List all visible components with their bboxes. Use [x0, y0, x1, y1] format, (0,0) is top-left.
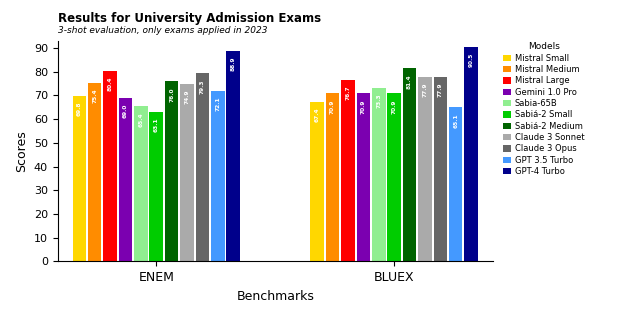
Text: 76.0: 76.0 — [169, 87, 174, 102]
Text: 63.1: 63.1 — [154, 118, 159, 132]
Bar — [310, 102, 324, 261]
Text: 69.8: 69.8 — [77, 102, 82, 116]
Bar — [387, 93, 401, 261]
Text: 77.9: 77.9 — [422, 83, 428, 97]
Text: 76.7: 76.7 — [346, 86, 351, 100]
Text: 73.3: 73.3 — [376, 94, 381, 108]
Bar — [165, 81, 179, 261]
Text: 3-shot evaluation, only exams applied in 2023: 3-shot evaluation, only exams applied in… — [58, 26, 267, 36]
Text: 77.9: 77.9 — [438, 83, 443, 97]
Bar — [150, 112, 163, 261]
Text: 80.4: 80.4 — [108, 77, 113, 91]
Bar — [88, 83, 102, 261]
Bar — [433, 77, 447, 261]
Text: 75.4: 75.4 — [92, 89, 97, 103]
Bar — [326, 93, 339, 261]
Bar — [180, 84, 194, 261]
Legend: Mistral Small, Mistral Medium, Mistral Large, Gemini 1.0 Pro, Sabia-65B, Sabiá-2: Mistral Small, Mistral Medium, Mistral L… — [501, 41, 586, 178]
Bar — [403, 68, 416, 261]
Text: 65.1: 65.1 — [453, 113, 458, 128]
Bar — [465, 47, 478, 261]
Text: 79.3: 79.3 — [200, 79, 205, 94]
X-axis label: Benchmarks: Benchmarks — [236, 290, 314, 303]
Text: 69.0: 69.0 — [123, 104, 128, 118]
Bar — [196, 73, 209, 261]
Bar — [72, 96, 86, 261]
Bar — [118, 98, 132, 261]
Y-axis label: Scores: Scores — [15, 130, 28, 172]
Text: 72.1: 72.1 — [215, 96, 220, 111]
Bar — [227, 51, 240, 261]
Bar — [211, 90, 225, 261]
Bar — [103, 71, 117, 261]
Bar — [341, 80, 355, 261]
Bar — [372, 88, 385, 261]
Text: 74.9: 74.9 — [184, 90, 189, 104]
Text: 70.9: 70.9 — [392, 99, 397, 114]
Text: Results for University Admission Exams: Results for University Admission Exams — [58, 12, 321, 25]
Text: 65.4: 65.4 — [138, 112, 143, 127]
Text: 70.9: 70.9 — [361, 99, 366, 114]
Bar — [449, 107, 463, 261]
Bar — [418, 77, 432, 261]
Text: 81.4: 81.4 — [407, 74, 412, 89]
Bar — [134, 106, 148, 261]
Text: 88.9: 88.9 — [230, 57, 236, 71]
Text: 67.4: 67.4 — [315, 108, 320, 122]
Text: 90.5: 90.5 — [468, 53, 474, 67]
Bar — [356, 93, 370, 261]
Text: 70.9: 70.9 — [330, 99, 335, 114]
